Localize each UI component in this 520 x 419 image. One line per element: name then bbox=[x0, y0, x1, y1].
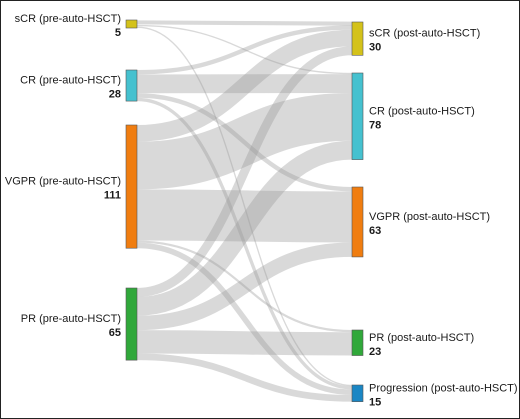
target-node bbox=[351, 21, 364, 56]
flow-link bbox=[136, 29, 353, 142]
source-count: 65 bbox=[109, 327, 121, 339]
flow-link bbox=[136, 20, 353, 26]
flow-link bbox=[136, 93, 353, 192]
source-count: 5 bbox=[115, 27, 121, 39]
nodes bbox=[125, 19, 364, 402]
flow-link bbox=[136, 240, 353, 333]
flow-link bbox=[136, 140, 353, 316]
target-node bbox=[351, 329, 364, 356]
flow-link bbox=[136, 92, 353, 190]
source-label: CR (pre-auto-HSCT) bbox=[20, 75, 121, 87]
target-count: 23 bbox=[369, 346, 381, 358]
source-label: VGPR (pre-auto-HSCT) bbox=[5, 176, 121, 188]
target-node bbox=[351, 384, 364, 402]
source-node bbox=[125, 69, 138, 102]
source-count: 111 bbox=[104, 190, 121, 202]
target-label: CR (post-auto-HSCT) bbox=[369, 105, 475, 117]
flow-link bbox=[136, 189, 353, 243]
flow-link bbox=[136, 242, 353, 395]
flow-link bbox=[136, 353, 353, 402]
source-label: PR (pre-auto-HSCT) bbox=[21, 313, 121, 325]
source-count: 28 bbox=[109, 89, 121, 101]
flow-links bbox=[136, 20, 353, 402]
flow-link bbox=[136, 26, 353, 387]
source-node bbox=[125, 124, 138, 249]
flow-link bbox=[136, 46, 353, 297]
source-node bbox=[125, 19, 138, 29]
target-count: 15 bbox=[369, 396, 381, 408]
target-count: 63 bbox=[369, 225, 381, 237]
node-labels: sCR (pre-auto-HSCT) 5 CR (pre-auto-HSCT) 28… bbox=[5, 13, 518, 408]
flow-link bbox=[136, 25, 353, 75]
source-node bbox=[125, 287, 138, 361]
target-node bbox=[351, 72, 364, 160]
target-node bbox=[351, 186, 364, 258]
target-label: VGPR (post-auto-HSCT) bbox=[369, 211, 490, 223]
flow-link bbox=[136, 97, 353, 390]
target-count: 78 bbox=[369, 119, 381, 131]
target-label: Progression (post-auto-HSCT) bbox=[369, 382, 518, 394]
flow-link bbox=[136, 242, 353, 331]
target-count: 30 bbox=[369, 42, 381, 54]
flow-link bbox=[136, 330, 353, 356]
flow-link bbox=[136, 24, 353, 75]
target-label: PR (post-auto-HSCT) bbox=[369, 332, 474, 344]
source-label: sCR (pre-auto-HSCT) bbox=[15, 13, 121, 25]
target-label: sCR (post-auto-HSCT) bbox=[369, 28, 480, 40]
